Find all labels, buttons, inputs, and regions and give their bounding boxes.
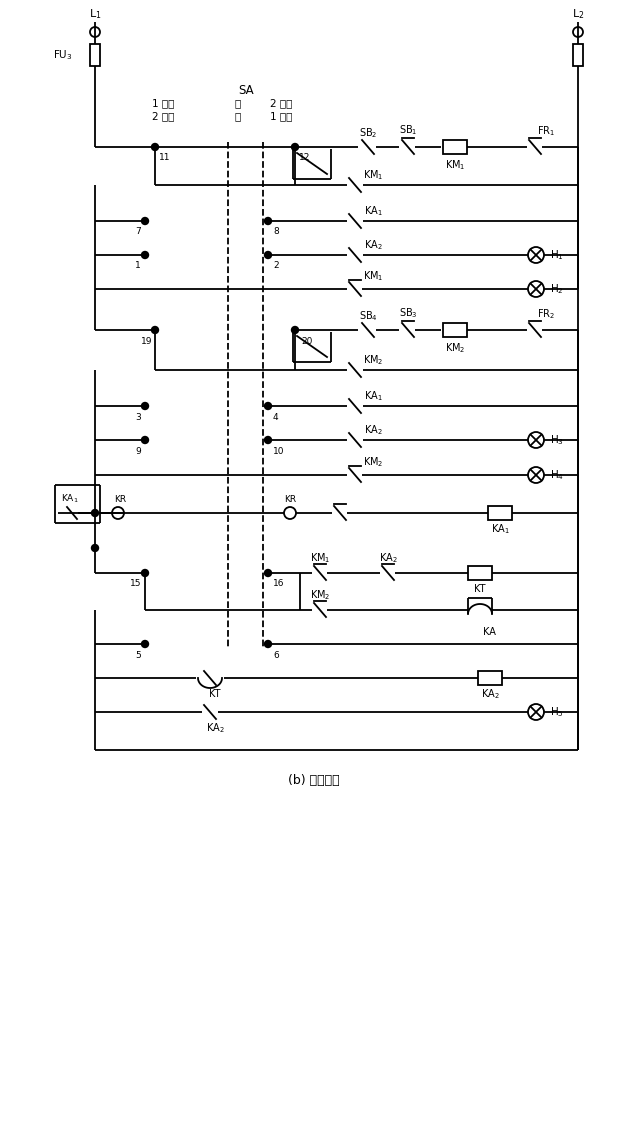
Text: 1 备用: 1 备用 [270,111,292,121]
Bar [90,44,100,66]
Text: KA$_2$: KA$_2$ [205,721,224,735]
Text: FR$_2$: FR$_2$ [537,307,555,321]
Circle shape [264,570,271,576]
Circle shape [264,252,271,259]
Text: 9: 9 [135,446,141,455]
Text: KA$_1$: KA$_1$ [364,389,382,403]
Text: SB$_1$: SB$_1$ [399,123,417,137]
Text: 1 工作: 1 工作 [152,98,174,108]
Bar [478,671,502,685]
Text: H$_2$: H$_2$ [550,282,564,296]
Text: L$_2$: L$_2$ [571,7,584,20]
Text: KM$_1$: KM$_1$ [445,158,465,172]
Text: H$_1$: H$_1$ [550,249,564,262]
Text: L$_1$: L$_1$ [89,7,101,20]
Text: KM$_2$: KM$_2$ [445,341,465,355]
Text: KM$_1$: KM$_1$ [363,269,383,282]
Text: SB$_3$: SB$_3$ [399,306,418,320]
Text: FR$_1$: FR$_1$ [537,124,555,138]
Text: KA$_2$: KA$_2$ [480,687,499,701]
Circle shape [141,217,148,225]
Text: 1: 1 [135,261,141,270]
Text: 5: 5 [135,651,141,660]
Text: 15: 15 [129,580,141,589]
Circle shape [141,252,148,259]
Bar [468,566,492,580]
Circle shape [92,545,99,551]
Text: KT: KT [474,584,485,594]
Circle shape [92,510,99,516]
Circle shape [264,641,271,647]
Circle shape [264,436,271,443]
Text: KA$_1$: KA$_1$ [364,205,382,218]
Circle shape [264,217,271,225]
Text: SB$_4$: SB$_4$ [359,310,377,323]
Text: H$_3$: H$_3$ [550,433,564,446]
Text: KR: KR [114,495,126,504]
Text: 19: 19 [141,337,152,346]
Circle shape [151,327,158,333]
Text: KM$_1$: KM$_1$ [310,551,330,565]
Circle shape [141,402,148,409]
Circle shape [141,641,148,647]
Text: 12: 12 [299,154,310,163]
Text: KA$_1$: KA$_1$ [490,522,509,536]
Text: 16: 16 [273,580,284,589]
Text: KM$_2$: KM$_2$ [310,588,330,602]
Bar [488,506,512,520]
Text: KR: KR [284,495,296,504]
Circle shape [291,144,298,150]
Text: KA$_2$: KA$_2$ [364,423,382,437]
Text: KT: KT [209,689,221,699]
Circle shape [141,436,148,443]
Text: 6: 6 [273,651,279,660]
Text: 2: 2 [273,261,279,270]
Text: (b) 控制回路: (b) 控制回路 [288,774,340,786]
Text: SA: SA [238,84,254,96]
Text: KA: KA [483,627,496,637]
Circle shape [264,402,271,409]
Text: KA$_1$: KA$_1$ [61,493,79,505]
Text: H$_5$: H$_5$ [550,705,564,719]
Text: KM$_1$: KM$_1$ [363,168,383,182]
Text: 8: 8 [273,227,279,236]
Text: KA$_2$: KA$_2$ [379,551,398,565]
Text: SB$_2$: SB$_2$ [359,127,377,140]
Text: 2 备用: 2 备用 [152,111,174,121]
Text: 10: 10 [273,446,284,455]
Text: 手: 手 [235,98,241,108]
Circle shape [291,327,298,333]
Text: H$_4$: H$_4$ [550,468,564,481]
Text: 11: 11 [159,154,170,163]
Text: 20: 20 [301,337,312,346]
Text: 4: 4 [273,412,279,421]
Circle shape [141,570,148,576]
Text: KM$_2$: KM$_2$ [363,455,383,469]
Text: 7: 7 [135,227,141,236]
Text: 2 工作: 2 工作 [270,98,292,108]
Text: FU$_3$: FU$_3$ [53,49,73,62]
Text: KM$_2$: KM$_2$ [363,353,383,367]
Bar [443,140,467,154]
Text: 动: 动 [235,111,241,121]
Text: 3: 3 [135,412,141,421]
Bar [573,44,583,66]
Circle shape [151,144,158,150]
Text: KA$_2$: KA$_2$ [364,238,382,252]
Bar [443,323,467,337]
